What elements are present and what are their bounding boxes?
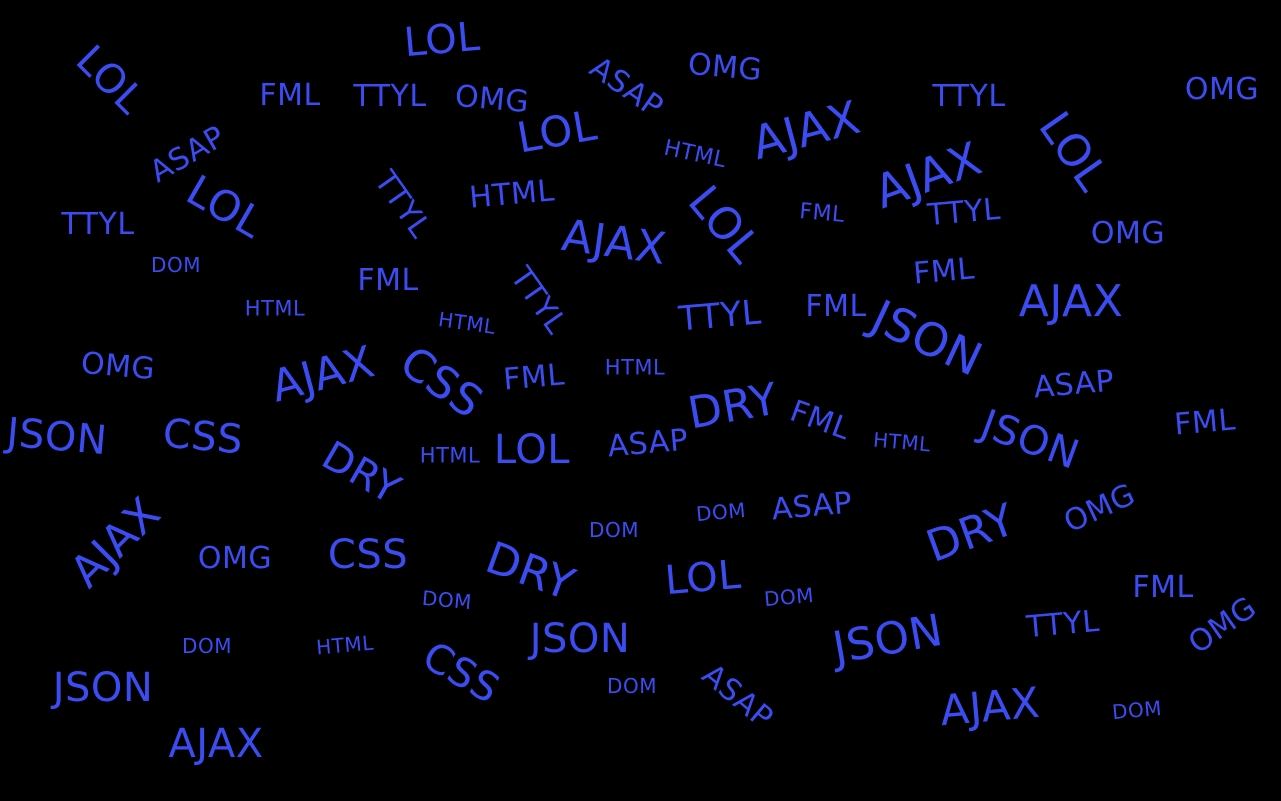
word-lol: LOL <box>663 551 743 605</box>
word-ttyl: TTYL <box>61 207 135 242</box>
word-html: HTML <box>661 135 729 174</box>
word-lol: LOL <box>513 100 601 163</box>
word-html: HTML <box>604 355 666 380</box>
word-ajax: AJAX <box>1018 276 1124 327</box>
word-json: JSON <box>529 616 631 662</box>
word-html: HTML <box>467 173 557 216</box>
word-html: HTML <box>872 427 932 457</box>
word-omg: OMG <box>1058 476 1141 541</box>
word-fml: FML <box>1132 570 1194 605</box>
word-asap: ASAP <box>583 50 670 126</box>
word-fml: FML <box>501 357 567 398</box>
word-fml: FML <box>798 199 846 228</box>
word-lol: LOL <box>178 165 273 248</box>
word-omg: OMG <box>1182 589 1264 662</box>
word-lol: LOL <box>677 176 771 274</box>
word-lol: LOL <box>66 36 154 124</box>
word-lol: LOL <box>493 427 571 473</box>
word-ttyl: TTYL <box>1024 603 1101 646</box>
word-css: CSS <box>390 336 492 429</box>
word-ajax: AJAX <box>558 209 670 276</box>
word-ajax: AJAX <box>60 487 171 598</box>
word-dry: DRY <box>684 373 782 440</box>
word-omg: OMG <box>1184 72 1260 107</box>
word-asap: ASAP <box>1032 363 1116 406</box>
word-fml: FML <box>911 251 977 292</box>
word-ajax: AJAX <box>265 336 380 413</box>
word-dom: DOM <box>421 585 473 615</box>
word-omg: OMG <box>686 46 764 89</box>
word-ajax: AJAX <box>938 677 1042 736</box>
word-ttyl: TTYL <box>503 260 574 341</box>
word-lol: LOL <box>1028 102 1119 201</box>
word-dry: DRY <box>314 432 408 514</box>
word-ttyl: TTYL <box>353 79 427 114</box>
word-lol: LOL <box>402 13 482 67</box>
word-ttyl: TTYL <box>367 164 438 245</box>
word-dom: DOM <box>182 634 232 658</box>
word-dom: DOM <box>763 582 815 612</box>
word-html: HTML <box>419 443 481 468</box>
word-json: JSON <box>4 409 110 465</box>
word-dom: DOM <box>589 518 639 542</box>
word-ttyl: TTYL <box>932 79 1006 114</box>
word-dom: DOM <box>695 497 747 527</box>
word-json: JSON <box>974 401 1086 479</box>
word-dom: DOM <box>151 253 201 277</box>
word-asap: ASAP <box>695 657 780 736</box>
word-css: CSS <box>327 532 409 578</box>
word-ttyl: TTYL <box>677 292 763 340</box>
word-json: JSON <box>829 604 947 675</box>
word-ajax: AJAX <box>168 721 264 767</box>
word-css: CSS <box>161 410 245 464</box>
word-fml: FML <box>805 289 867 324</box>
word-ajax: AJAX <box>746 89 866 171</box>
word-html: HTML <box>436 307 498 339</box>
word-fml: FML <box>259 78 321 113</box>
word-omg: OMG <box>1090 216 1166 251</box>
word-omg: OMG <box>79 345 157 388</box>
word-asap: ASAP <box>606 422 690 465</box>
word-omg: OMG <box>197 541 273 576</box>
word-fml: FML <box>357 263 419 298</box>
word-asap: ASAP <box>770 485 854 528</box>
word-html: HTML <box>244 296 306 321</box>
word-json: JSON <box>863 289 991 387</box>
word-dry: DRY <box>919 494 1022 573</box>
word-dom: DOM <box>607 674 657 698</box>
word-fml: FML <box>1172 402 1238 443</box>
word-css: CSS <box>414 633 508 713</box>
word-fml: FML <box>785 393 855 448</box>
word-html: HTML <box>315 630 375 660</box>
word-json: JSON <box>52 665 154 711</box>
word-dom: DOM <box>1111 695 1163 725</box>
word-dry: DRY <box>479 532 582 611</box>
word-ttyl: TTYL <box>925 191 1002 234</box>
